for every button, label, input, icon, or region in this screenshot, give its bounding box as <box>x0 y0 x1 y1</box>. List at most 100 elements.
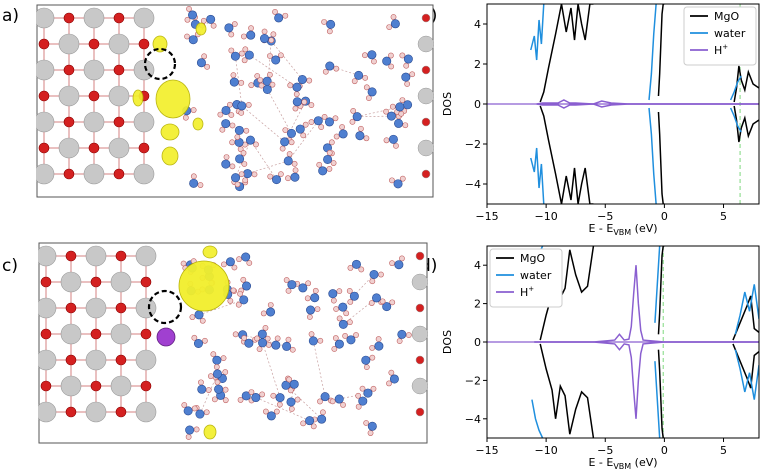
water-o-atom <box>235 154 245 164</box>
mg-atom <box>85 349 107 371</box>
water-h-atom <box>363 364 370 371</box>
water-h-atom <box>402 122 409 129</box>
water-h-atom <box>238 79 245 86</box>
water-h-atom <box>328 139 335 146</box>
water-o-atom <box>352 112 362 122</box>
water-h-atom <box>202 337 208 344</box>
mg-atom <box>38 245 57 267</box>
water-h-atom <box>388 52 394 59</box>
hydrogen-bond <box>357 115 392 118</box>
water-o-atom <box>310 293 320 303</box>
water-o-atom <box>334 339 344 349</box>
water-h-atom <box>404 81 411 87</box>
o-atom <box>63 12 75 24</box>
mg-atom <box>38 349 57 371</box>
water-o-atom <box>298 283 308 293</box>
o-atom <box>65 406 77 418</box>
water-h-atom <box>266 71 273 78</box>
mg-atom <box>83 163 105 185</box>
series-h--line <box>536 103 759 109</box>
charge-density-isosurface <box>192 117 204 131</box>
water-h-atom <box>277 52 284 59</box>
water-h-atom <box>189 314 196 321</box>
water-h-atom <box>291 160 298 167</box>
water-h-atom <box>346 288 353 294</box>
water-h-atom <box>388 63 395 70</box>
hydrogen-bond <box>287 120 319 162</box>
series-mgo-line <box>733 105 759 143</box>
legend-label: water <box>520 269 552 282</box>
water-h-atom <box>242 177 249 184</box>
o-atom <box>40 328 52 340</box>
water-h-atom <box>289 346 296 353</box>
water-h-atom <box>240 276 247 283</box>
water-h-atom <box>389 177 395 184</box>
mg-atom <box>58 137 80 159</box>
mg-atom <box>110 375 132 397</box>
water-h-atom <box>343 310 350 317</box>
mg-atom <box>415 251 425 261</box>
y-tick-label: −4 <box>465 413 481 426</box>
o-atom <box>38 38 50 50</box>
water-h-atom <box>305 280 312 287</box>
water-h-atom <box>339 124 345 130</box>
water-h-atom <box>308 331 315 338</box>
series-mgo-line <box>539 4 594 103</box>
water-o-atom <box>386 111 396 121</box>
mg-atom <box>36 59 55 81</box>
water-h-atom <box>242 46 249 53</box>
series-water-line <box>729 75 742 101</box>
series-h--line <box>534 265 759 343</box>
water-h-atom <box>294 396 301 403</box>
water-h-atom <box>292 105 299 112</box>
x-tick-label: 5 <box>720 210 727 223</box>
water-o-atom <box>194 310 204 320</box>
water-o-atom <box>221 159 231 169</box>
dos-chart-d: −15 −10 −5 0 5 −4 −2 0 2 4 DOS E - EVBM (eV) MgO wate… <box>441 245 760 470</box>
water-h-atom <box>229 163 236 170</box>
water-o-atom <box>382 56 392 66</box>
water-h-atom <box>383 108 389 115</box>
li-atom <box>156 327 176 347</box>
series-mgo-line <box>657 246 665 335</box>
series-water-line <box>729 107 742 133</box>
water-h-atom <box>389 299 396 306</box>
x-tick-label: 5 <box>720 444 727 457</box>
water-h-atom <box>198 379 204 386</box>
water-h-atom <box>399 255 405 262</box>
o-atom <box>88 90 100 102</box>
water-h-atom <box>241 335 248 341</box>
water-o-atom <box>397 329 407 339</box>
mg-atom <box>135 245 157 267</box>
water-h-atom <box>236 256 242 263</box>
legend-label: H+ <box>714 43 728 57</box>
water-h-atom <box>321 114 328 120</box>
mg-atom <box>108 137 130 159</box>
y-tick-label: 4 <box>474 259 481 272</box>
water-h-atom <box>237 397 244 403</box>
water-h-atom <box>398 110 405 117</box>
water-h-atom <box>274 335 281 342</box>
water-h-atom <box>181 402 188 408</box>
o-atom <box>38 90 50 102</box>
water-h-atom <box>293 91 300 98</box>
mg-atom <box>83 111 105 133</box>
water-h-atom <box>282 127 289 133</box>
water-o-atom <box>355 131 365 141</box>
water-o-atom <box>318 166 328 176</box>
mg-atom <box>421 117 431 127</box>
mg-atom <box>415 355 425 365</box>
y-tick-label: 2 <box>474 298 481 311</box>
water-h-atom <box>222 386 229 393</box>
water-o-atom <box>286 397 296 407</box>
water-o-atom <box>234 125 244 135</box>
water-o-atom <box>382 302 392 312</box>
water-o-atom <box>272 175 282 185</box>
water-h-atom <box>286 376 293 383</box>
o-atom <box>65 250 77 262</box>
mg-atom <box>421 169 431 179</box>
mg-atom <box>421 13 431 23</box>
water-h-atom <box>316 161 323 168</box>
mg-atom <box>85 245 107 267</box>
hydrogen-bond <box>267 89 292 134</box>
